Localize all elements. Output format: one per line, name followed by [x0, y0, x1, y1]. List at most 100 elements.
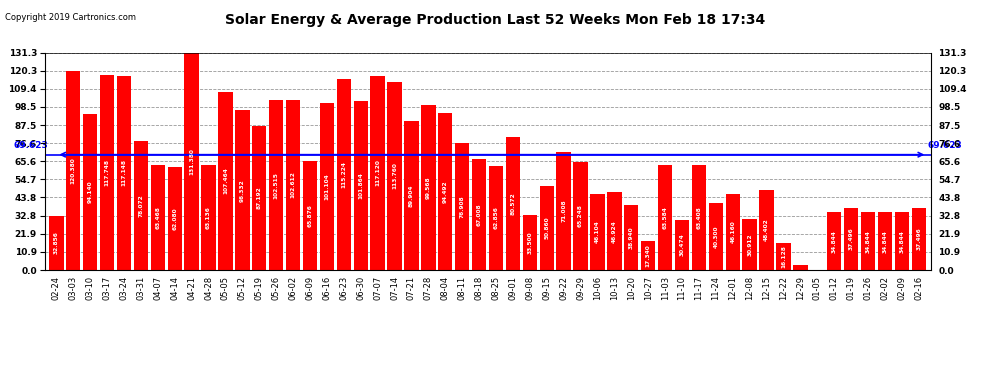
Bar — [827, 212, 842, 270]
Bar — [861, 212, 875, 270]
Bar — [912, 208, 926, 270]
Text: 34.844: 34.844 — [899, 230, 904, 253]
Bar — [184, 53, 199, 270]
Bar — [726, 194, 740, 270]
Text: 17.340: 17.340 — [645, 244, 650, 267]
Bar — [506, 136, 520, 270]
Text: 87.192: 87.192 — [256, 186, 261, 209]
Text: 65.248: 65.248 — [578, 204, 583, 227]
Bar — [590, 194, 605, 270]
Text: 62.080: 62.080 — [172, 207, 177, 230]
Text: 63.136: 63.136 — [206, 206, 211, 229]
Text: 63.408: 63.408 — [696, 206, 702, 229]
Bar — [421, 105, 436, 270]
Bar — [472, 159, 486, 270]
Text: 16.128: 16.128 — [781, 245, 786, 268]
Text: 96.332: 96.332 — [240, 179, 245, 202]
Text: 94.492: 94.492 — [443, 180, 447, 203]
Bar — [218, 92, 233, 270]
Bar — [134, 141, 148, 270]
Text: 65.876: 65.876 — [308, 204, 313, 227]
Bar — [759, 190, 774, 270]
Text: Solar Energy & Average Production Last 52 Weeks Mon Feb 18 17:34: Solar Energy & Average Production Last 5… — [225, 13, 765, 27]
Text: 94.140: 94.140 — [88, 181, 93, 203]
Text: 37.496: 37.496 — [848, 228, 853, 251]
Text: 117.748: 117.748 — [105, 159, 110, 186]
Bar — [658, 165, 672, 270]
Text: 50.860: 50.860 — [544, 216, 549, 239]
Bar — [455, 142, 469, 270]
Bar — [117, 76, 132, 270]
Bar — [150, 165, 165, 270]
Bar — [252, 126, 266, 270]
Text: 48.402: 48.402 — [764, 219, 769, 241]
Bar — [370, 76, 385, 270]
Bar — [793, 265, 808, 270]
Bar — [776, 243, 791, 270]
Bar — [607, 192, 622, 270]
Text: 32.856: 32.856 — [53, 231, 58, 254]
Text: 67.008: 67.008 — [476, 203, 481, 226]
Text: 117.148: 117.148 — [122, 159, 127, 186]
Text: 34.844: 34.844 — [882, 230, 887, 253]
Bar — [556, 152, 571, 270]
Bar — [709, 203, 723, 270]
Text: 101.864: 101.864 — [358, 172, 363, 199]
Bar — [540, 186, 554, 270]
Text: 69.623: 69.623 — [928, 141, 962, 150]
Bar — [50, 216, 63, 270]
Text: 131.380: 131.380 — [189, 148, 194, 175]
Text: 89.904: 89.904 — [409, 184, 414, 207]
Bar — [320, 102, 334, 270]
Text: 34.844: 34.844 — [865, 230, 870, 253]
Bar — [573, 162, 588, 270]
Bar — [624, 206, 639, 270]
Bar — [353, 101, 368, 270]
Bar — [642, 241, 655, 270]
Bar — [404, 121, 419, 270]
Text: 78.072: 78.072 — [139, 194, 144, 217]
Text: 120.380: 120.380 — [71, 157, 76, 184]
Bar — [439, 114, 452, 270]
Text: 46.924: 46.924 — [612, 220, 617, 243]
Text: 46.104: 46.104 — [595, 220, 600, 243]
Text: 34.844: 34.844 — [832, 230, 837, 253]
Bar — [201, 165, 216, 270]
Bar — [269, 100, 283, 270]
Text: 63.584: 63.584 — [662, 206, 667, 229]
Bar — [66, 70, 80, 270]
Bar — [878, 212, 892, 270]
Bar — [167, 167, 182, 270]
Text: Copyright 2019 Cartronics.com: Copyright 2019 Cartronics.com — [5, 13, 136, 22]
Bar — [100, 75, 114, 270]
Text: 38.940: 38.940 — [629, 226, 634, 249]
Text: 113.760: 113.760 — [392, 162, 397, 189]
Text: 46.160: 46.160 — [731, 220, 736, 243]
Bar — [303, 161, 317, 270]
Bar — [387, 81, 402, 270]
Bar — [489, 166, 503, 270]
Text: 101.104: 101.104 — [325, 173, 330, 200]
Bar — [83, 114, 97, 270]
Text: 107.464: 107.464 — [223, 168, 228, 194]
Text: 63.468: 63.468 — [155, 206, 160, 229]
Text: 99.568: 99.568 — [426, 176, 431, 199]
Text: 30.474: 30.474 — [679, 233, 684, 256]
Bar — [742, 219, 757, 270]
Text: 80.572: 80.572 — [511, 192, 516, 214]
Text: 102.515: 102.515 — [273, 172, 279, 198]
Bar — [692, 165, 706, 270]
Text: 102.612: 102.612 — [291, 172, 296, 198]
Text: 37.496: 37.496 — [917, 228, 922, 251]
Text: 76.908: 76.908 — [459, 195, 464, 217]
Text: 30.912: 30.912 — [747, 233, 752, 256]
Text: 40.300: 40.300 — [714, 225, 719, 248]
Bar — [236, 110, 249, 270]
Bar — [286, 100, 300, 270]
Text: 115.224: 115.224 — [342, 161, 346, 188]
Bar — [523, 214, 537, 270]
Text: 117.120: 117.120 — [375, 159, 380, 186]
Text: 33.500: 33.500 — [528, 231, 533, 254]
Text: 69.623: 69.623 — [13, 141, 48, 150]
Bar — [337, 79, 351, 270]
